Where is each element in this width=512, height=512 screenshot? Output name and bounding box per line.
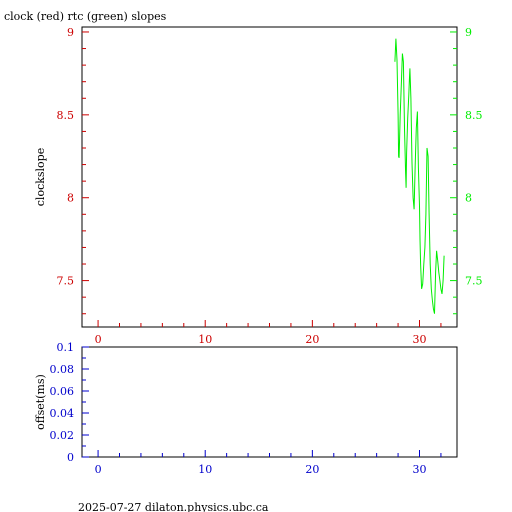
- clock-slope-panel: 7.5 8 8.5 9 7.5 8 8.5 9 0 10 20 30 clockslope: [34, 26, 483, 346]
- bottom-y-tick-label: 0.04: [50, 407, 75, 420]
- top-series-group: [394, 38, 445, 314]
- bottom-x-tick-label: 10: [198, 463, 212, 476]
- top-left-y-tick-label: 9: [67, 26, 74, 39]
- bottom-y-tick-label: 0.06: [50, 385, 75, 398]
- bottom-y-tick-label: 0.08: [50, 363, 75, 376]
- top-left-y-tick-label: 7.5: [57, 275, 75, 288]
- offset-panel: 0 0.02 0.04 0.06 0.08 0.1 0 10 20 30 offset(ms): [34, 341, 458, 476]
- top-x-tick-label: 10: [198, 333, 212, 346]
- rtc-slope-series-line: [394, 38, 445, 314]
- top-y-axis-label: clockslope: [34, 148, 47, 206]
- top-x-tick-label: 30: [413, 333, 427, 346]
- top-x-tick-label: 0: [95, 333, 102, 346]
- bottom-y-tick-label: 0.1: [57, 341, 75, 354]
- bottom-x-tick-label: 30: [413, 463, 427, 476]
- top-right-y-tick-label: 9: [465, 26, 472, 39]
- top-left-y-axis: 7.5 8 8.5 9: [57, 26, 89, 315]
- top-right-y-tick-label: 7.5: [465, 275, 483, 288]
- top-plot-frame: [81, 26, 458, 328]
- top-x-tick-label: 20: [305, 333, 319, 346]
- top-right-y-tick-label: 8: [465, 192, 472, 205]
- bottom-plot-frame: [81, 346, 458, 458]
- top-right-y-tick-label: 8.5: [465, 109, 483, 122]
- bottom-x-axis: 0 10 20 30: [95, 450, 442, 476]
- footer-text: 2025-07-27 dilaton.physics.ubc.ca: [78, 501, 269, 512]
- bottom-x-tick-label: 0: [95, 463, 102, 476]
- bottom-x-tick-label: 20: [305, 463, 319, 476]
- top-x-axis: 0 10 20 30: [95, 320, 442, 346]
- bottom-left-y-axis: 0 0.02 0.04 0.06 0.08 0.1: [50, 341, 89, 464]
- top-left-y-tick-label: 8.5: [57, 109, 75, 122]
- bottom-y-tick-label: 0.02: [50, 429, 75, 442]
- bottom-y-axis-label: offset(ms): [34, 374, 47, 430]
- top-right-y-axis: 7.5 8 8.5 9: [450, 26, 483, 315]
- top-left-y-tick-label: 8: [67, 192, 74, 205]
- chart-title: clock (red) rtc (green) slopes: [4, 10, 167, 23]
- bottom-y-tick-label: 0: [67, 451, 74, 464]
